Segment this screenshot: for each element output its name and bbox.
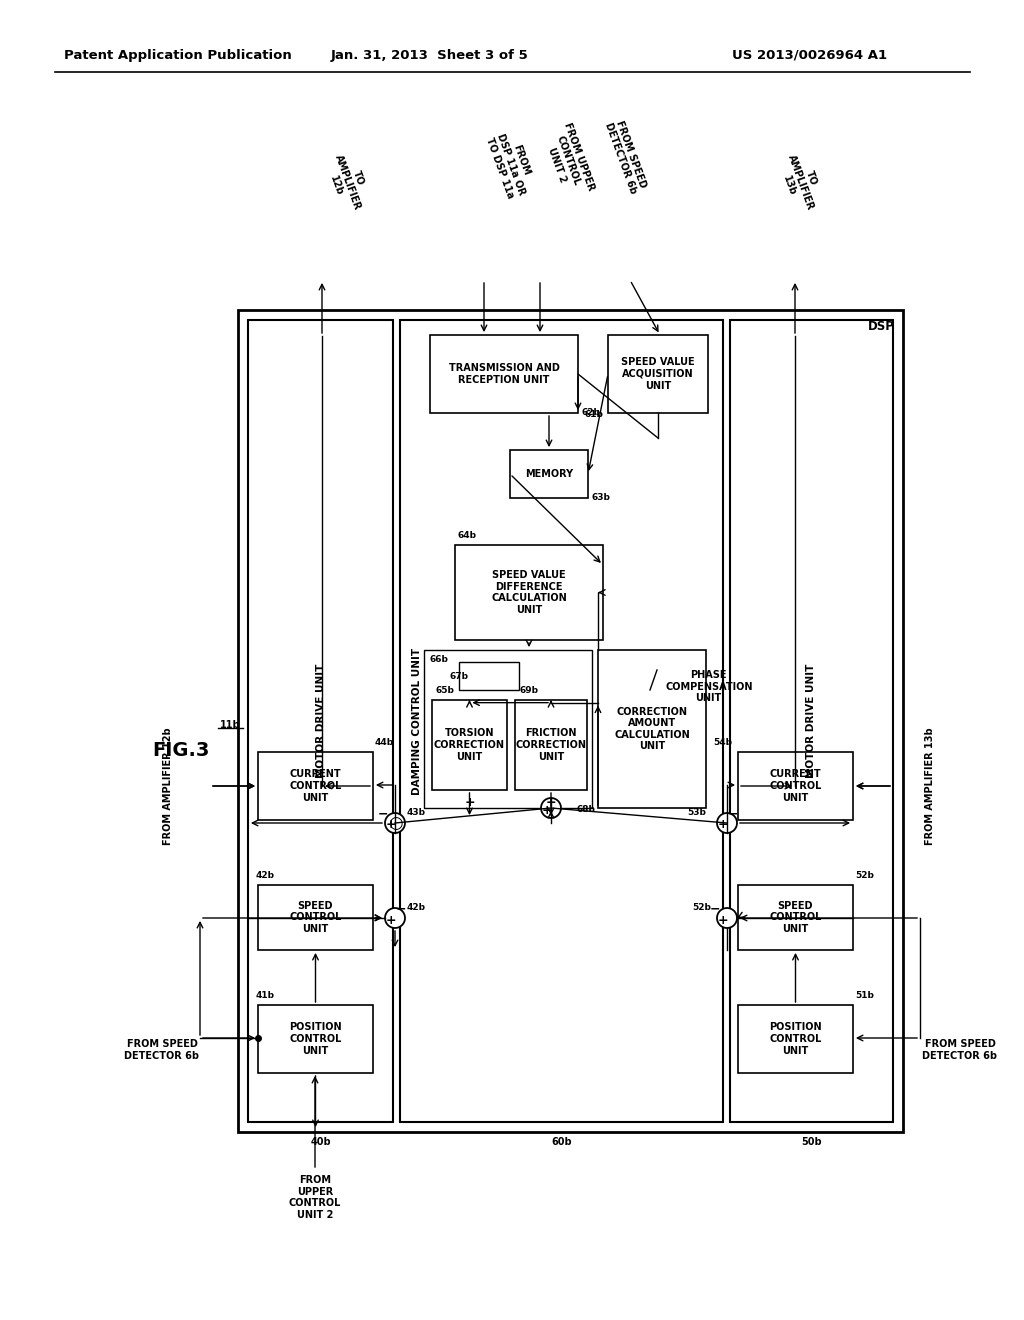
Text: FROM AMPLIFIER 12b: FROM AMPLIFIER 12b <box>163 727 173 845</box>
Bar <box>510 450 588 498</box>
Text: POSITION
CONTROL
UNIT: POSITION CONTROL UNIT <box>289 1023 342 1056</box>
Text: FROM SPEED
DETECTOR 6b: FROM SPEED DETECTOR 6b <box>923 1039 997 1061</box>
Text: −: − <box>395 903 407 916</box>
Circle shape <box>541 799 561 818</box>
Text: +: + <box>386 913 396 927</box>
Text: FROM AMPLIFIER 13b: FROM AMPLIFIER 13b <box>925 727 935 845</box>
Bar <box>598 649 706 808</box>
Text: 68b: 68b <box>577 805 595 814</box>
Text: 42b: 42b <box>256 871 275 880</box>
Text: FROM UPPER
CONTROL
UNIT 2: FROM UPPER CONTROL UNIT 2 <box>540 121 596 201</box>
Bar <box>608 335 708 413</box>
Bar <box>258 1005 373 1073</box>
Text: SPEED VALUE
DIFFERENCE
CALCULATION
UNIT: SPEED VALUE DIFFERENCE CALCULATION UNIT <box>492 570 567 615</box>
Text: DAMPING CONTROL UNIT: DAMPING CONTROL UNIT <box>412 647 422 795</box>
Text: FROM SPEED
DETECTOR 6b: FROM SPEED DETECTOR 6b <box>603 117 649 195</box>
Circle shape <box>385 813 406 833</box>
Text: CURRENT
CONTROL
UNIT: CURRENT CONTROL UNIT <box>769 770 821 803</box>
Bar <box>258 884 373 950</box>
Text: CURRENT
CONTROL
UNIT: CURRENT CONTROL UNIT <box>290 770 342 803</box>
Circle shape <box>717 813 737 833</box>
Text: US 2013/0026964 A1: US 2013/0026964 A1 <box>732 49 888 62</box>
Text: FROM
UPPER
CONTROL
UNIT 2: FROM UPPER CONTROL UNIT 2 <box>289 1175 341 1220</box>
Bar <box>459 663 519 690</box>
Bar <box>238 310 903 1133</box>
Circle shape <box>385 908 406 928</box>
Text: PHASE
COMPENSATION
UNIT: PHASE COMPENSATION UNIT <box>665 671 753 704</box>
Text: 61b: 61b <box>584 411 603 418</box>
Text: 40b: 40b <box>310 1137 331 1147</box>
Bar <box>738 884 853 950</box>
Bar <box>738 752 853 820</box>
Bar <box>730 319 893 1122</box>
Text: SPEED VALUE
ACQUISITION
UNIT: SPEED VALUE ACQUISITION UNIT <box>622 358 695 391</box>
Text: +: + <box>718 913 728 927</box>
Text: 50b: 50b <box>801 1137 822 1147</box>
Text: 52b: 52b <box>692 903 711 912</box>
Text: SPEED
CONTROL
UNIT: SPEED CONTROL UNIT <box>769 900 821 935</box>
Text: CORRECTION
AMOUNT
CALCULATION
UNIT: CORRECTION AMOUNT CALCULATION UNIT <box>614 706 690 751</box>
Text: DSP: DSP <box>867 319 894 333</box>
Text: −: − <box>710 903 720 916</box>
Text: TO
AMPLIFIER
13b: TO AMPLIFIER 13b <box>775 149 826 215</box>
Text: MOTOR DRIVE UNIT: MOTOR DRIVE UNIT <box>807 664 816 779</box>
Text: TO
AMPLIFIER
12b: TO AMPLIFIER 12b <box>322 149 373 215</box>
Text: 66b: 66b <box>429 655 447 664</box>
Text: +: + <box>542 804 552 817</box>
Text: 64b: 64b <box>458 531 477 540</box>
Text: +: + <box>464 796 475 808</box>
Text: SPEED
CONTROL
UNIT: SPEED CONTROL UNIT <box>290 900 342 935</box>
Text: 65b: 65b <box>435 686 454 696</box>
Bar <box>424 649 592 808</box>
Text: 51b: 51b <box>855 991 873 1001</box>
Text: FIG.3: FIG.3 <box>152 741 209 759</box>
Text: FROM
DSP 11a OR
TO DSP 11a: FROM DSP 11a OR TO DSP 11a <box>484 128 538 201</box>
Bar <box>738 1005 853 1073</box>
Text: 54b: 54b <box>713 738 732 747</box>
Text: ○: ○ <box>388 814 402 832</box>
Bar <box>430 335 578 413</box>
Bar <box>432 700 507 789</box>
Text: Jan. 31, 2013  Sheet 3 of 5: Jan. 31, 2013 Sheet 3 of 5 <box>331 49 528 62</box>
Text: 60b: 60b <box>551 1137 571 1147</box>
Text: MOTOR DRIVE UNIT: MOTOR DRIVE UNIT <box>315 664 326 779</box>
Text: 43b: 43b <box>407 808 426 817</box>
Bar <box>258 752 373 820</box>
Text: 44b: 44b <box>375 738 394 747</box>
Text: TRANSMISSION AND
RECEPTION UNIT: TRANSMISSION AND RECEPTION UNIT <box>449 363 559 385</box>
Text: 41b: 41b <box>256 991 275 1001</box>
Bar <box>455 545 603 640</box>
Text: POSITION
CONTROL
UNIT: POSITION CONTROL UNIT <box>769 1023 822 1056</box>
Bar <box>248 319 393 1122</box>
Text: −: − <box>728 808 738 821</box>
Text: 11b: 11b <box>220 719 241 730</box>
Text: 62b: 62b <box>581 408 600 417</box>
Bar <box>515 700 587 789</box>
Bar <box>400 319 723 1122</box>
Text: +: + <box>718 818 728 832</box>
Text: −: − <box>378 808 388 821</box>
Text: TORSION
CORRECTION
UNIT: TORSION CORRECTION UNIT <box>434 729 505 762</box>
Text: 42b: 42b <box>407 903 426 912</box>
Circle shape <box>717 908 737 928</box>
Text: FROM SPEED
DETECTOR 6b: FROM SPEED DETECTOR 6b <box>125 1039 200 1061</box>
Text: +: + <box>386 818 396 832</box>
Text: 63b: 63b <box>591 492 610 502</box>
Text: 53b: 53b <box>687 808 706 817</box>
Text: Patent Application Publication: Patent Application Publication <box>65 49 292 62</box>
Text: FRICTION
CORRECTION
UNIT: FRICTION CORRECTION UNIT <box>515 729 587 762</box>
Text: +: + <box>546 796 556 808</box>
Text: 52b: 52b <box>855 871 873 880</box>
Text: 69b: 69b <box>520 686 539 696</box>
Text: 67b: 67b <box>449 672 468 681</box>
Text: MEMORY: MEMORY <box>525 469 573 479</box>
